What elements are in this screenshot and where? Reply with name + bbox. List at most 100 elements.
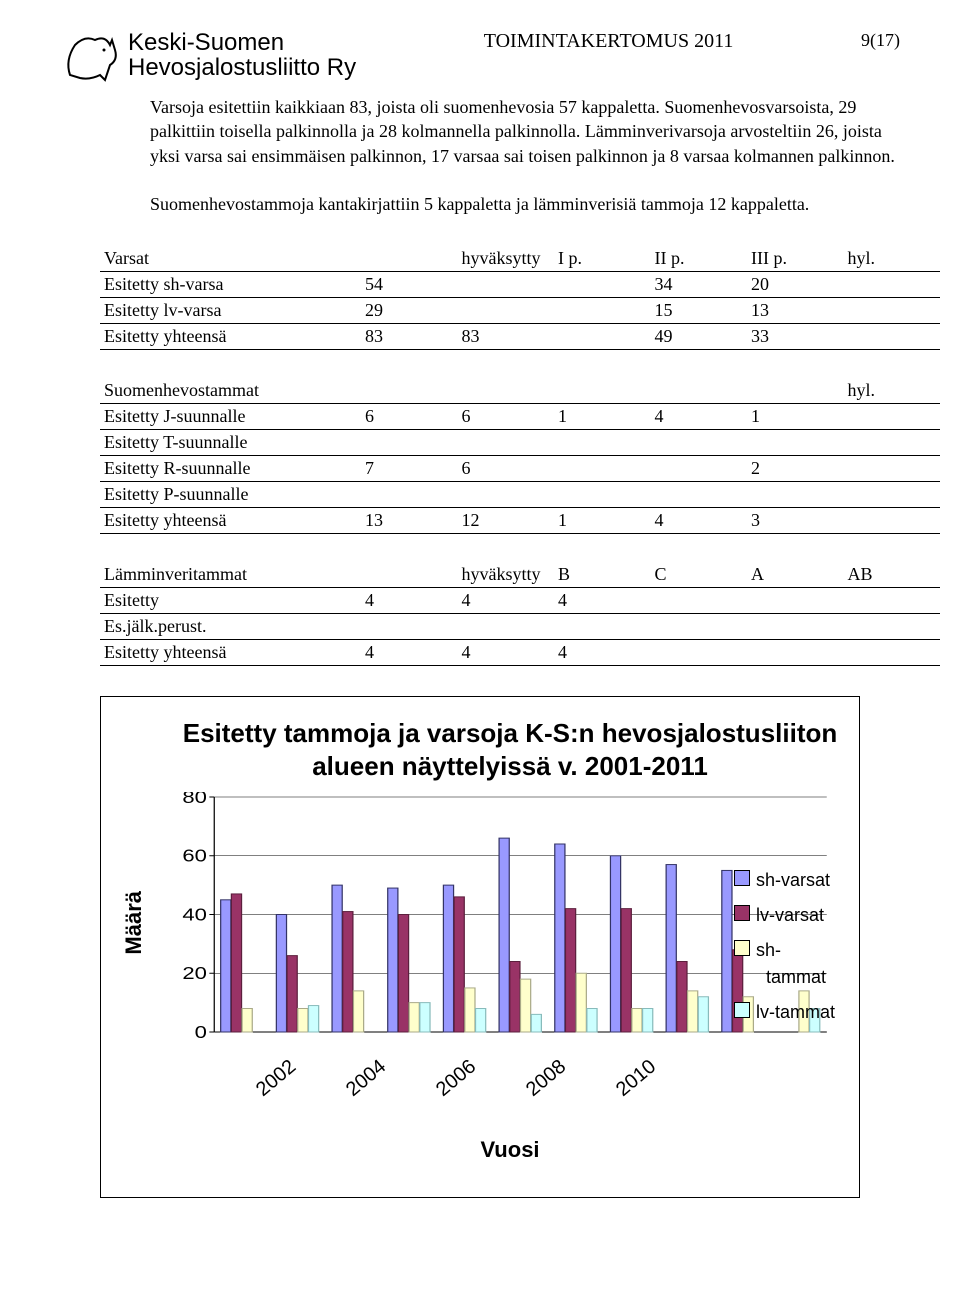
x-tick-label: 2010	[612, 1056, 661, 1102]
table-cell	[554, 298, 651, 324]
table-cell	[650, 640, 747, 666]
table-cell: 54	[361, 272, 458, 298]
table-cell	[843, 508, 940, 534]
table-header: III p.	[747, 246, 844, 272]
legend-label: sh-varsat	[756, 867, 830, 894]
table-cell	[843, 588, 940, 614]
table-cell: 1	[747, 404, 844, 430]
org-name-line1: Keski-Suomen	[128, 30, 356, 55]
table-cell: Esitetty T-suunnalle	[100, 430, 361, 456]
table-cell	[843, 324, 940, 350]
table-header: A	[747, 562, 844, 588]
table-cell: Esitetty lv-varsa	[100, 298, 361, 324]
body-paragraph: Varsoja esitettiin kaikkiaan 83, joista …	[150, 95, 900, 216]
svg-text:80: 80	[182, 792, 207, 807]
table-cell: 13	[747, 298, 844, 324]
table-cell: 1	[554, 404, 651, 430]
table-cell	[457, 272, 554, 298]
y-axis-label: Määrä	[121, 891, 147, 955]
table-cell	[747, 482, 844, 508]
table-cell	[361, 430, 458, 456]
table-cell: Esitetty sh-varsa	[100, 272, 361, 298]
x-axis-label: Vuosi	[181, 1137, 839, 1163]
page-header: Keski-Suomen Hevosjalostusliitto Ry TOIM…	[60, 30, 900, 85]
table-cell: Esitetty yhteensä	[100, 640, 361, 666]
table-cell	[650, 482, 747, 508]
svg-text:60: 60	[182, 847, 207, 867]
legend-swatch	[734, 940, 750, 956]
page-number: 9(17)	[861, 30, 900, 51]
x-tick-label: 2006	[432, 1056, 481, 1102]
svg-text:0: 0	[195, 1023, 207, 1043]
legend-item: lv-tammat	[734, 999, 835, 1026]
table-cell	[457, 614, 554, 640]
table-cell: 6	[361, 404, 458, 430]
table-cell	[747, 430, 844, 456]
document-title: TOIMINTAKERTOMUS 2011	[484, 30, 734, 53]
table-cell: 33	[747, 324, 844, 350]
legend-item: sh- tammat	[734, 937, 835, 991]
table-cell: 6	[457, 456, 554, 482]
table-cell	[457, 430, 554, 456]
table-lamminveritammat: LämminveritammathyväksyttyBCAABEsitetty4…	[100, 562, 940, 666]
table-header	[747, 378, 844, 404]
table-cell	[843, 456, 940, 482]
table-cell	[843, 298, 940, 324]
chart-title: Esitetty tammoja ja varsoja K-S:n hevosj…	[181, 717, 839, 782]
table-cell	[554, 430, 651, 456]
table-cell: 83	[457, 324, 554, 350]
table-header	[554, 378, 651, 404]
table-cell	[650, 588, 747, 614]
table-header: Suomenhevostammat	[100, 378, 361, 404]
table-suomenhevostammat: Suomenhevostammathyl.Esitetty J-suunnall…	[100, 378, 940, 534]
table-cell: 3	[747, 508, 844, 534]
legend-label: lv-varsat	[756, 902, 824, 929]
legend-item: lv-varsat	[734, 902, 835, 929]
table-cell	[554, 456, 651, 482]
table-cell	[843, 614, 940, 640]
table-header: B	[554, 562, 651, 588]
table-cell: 4	[554, 588, 651, 614]
table-header: Varsat	[100, 246, 361, 272]
table-header	[361, 562, 458, 588]
table-cell	[747, 614, 844, 640]
x-tick-label: 2004	[342, 1056, 391, 1102]
chart-legend: sh-varsat lv-varsat sh- tammat lv-tammat	[734, 867, 835, 1034]
table-cell	[843, 640, 940, 666]
org-name-line2: Hevosjalostusliitto Ry	[128, 55, 356, 80]
table-cell: 12	[457, 508, 554, 534]
table-cell: 29	[361, 298, 458, 324]
table-cell: 4	[457, 640, 554, 666]
legend-label: lv-tammat	[756, 999, 835, 1026]
table-cell	[650, 614, 747, 640]
table-cell: Esitetty	[100, 588, 361, 614]
table-header	[361, 378, 458, 404]
table-cell: 4	[650, 508, 747, 534]
table-cell: Esitetty yhteensä	[100, 324, 361, 350]
table-cell	[457, 482, 554, 508]
table-header: hyväksytty	[457, 246, 554, 272]
table-cell: 20	[747, 272, 844, 298]
table-header: Lämminveritammat	[100, 562, 361, 588]
chart-container: Esitetty tammoja ja varsoja K-S:n hevosj…	[100, 696, 860, 1198]
table-cell: 49	[650, 324, 747, 350]
table-cell	[554, 324, 651, 350]
table-cell: Es.jälk.perust.	[100, 614, 361, 640]
table-cell: 2	[747, 456, 844, 482]
table-header	[650, 378, 747, 404]
table-cell: 6	[457, 404, 554, 430]
table-cell	[554, 614, 651, 640]
table-header: hyl.	[843, 378, 940, 404]
table-cell: 4	[361, 640, 458, 666]
svg-text:20: 20	[182, 965, 207, 985]
table-cell: Esitetty R-suunnalle	[100, 456, 361, 482]
table-cell: 1	[554, 508, 651, 534]
table-cell	[650, 456, 747, 482]
legend-swatch	[734, 870, 750, 886]
table-cell: 4	[650, 404, 747, 430]
x-axis-ticks: 20022004200620082010	[229, 1056, 679, 1107]
table-header: hyväksytty	[457, 562, 554, 588]
table-cell: 15	[650, 298, 747, 324]
table-cell	[747, 588, 844, 614]
legend-swatch	[734, 905, 750, 921]
